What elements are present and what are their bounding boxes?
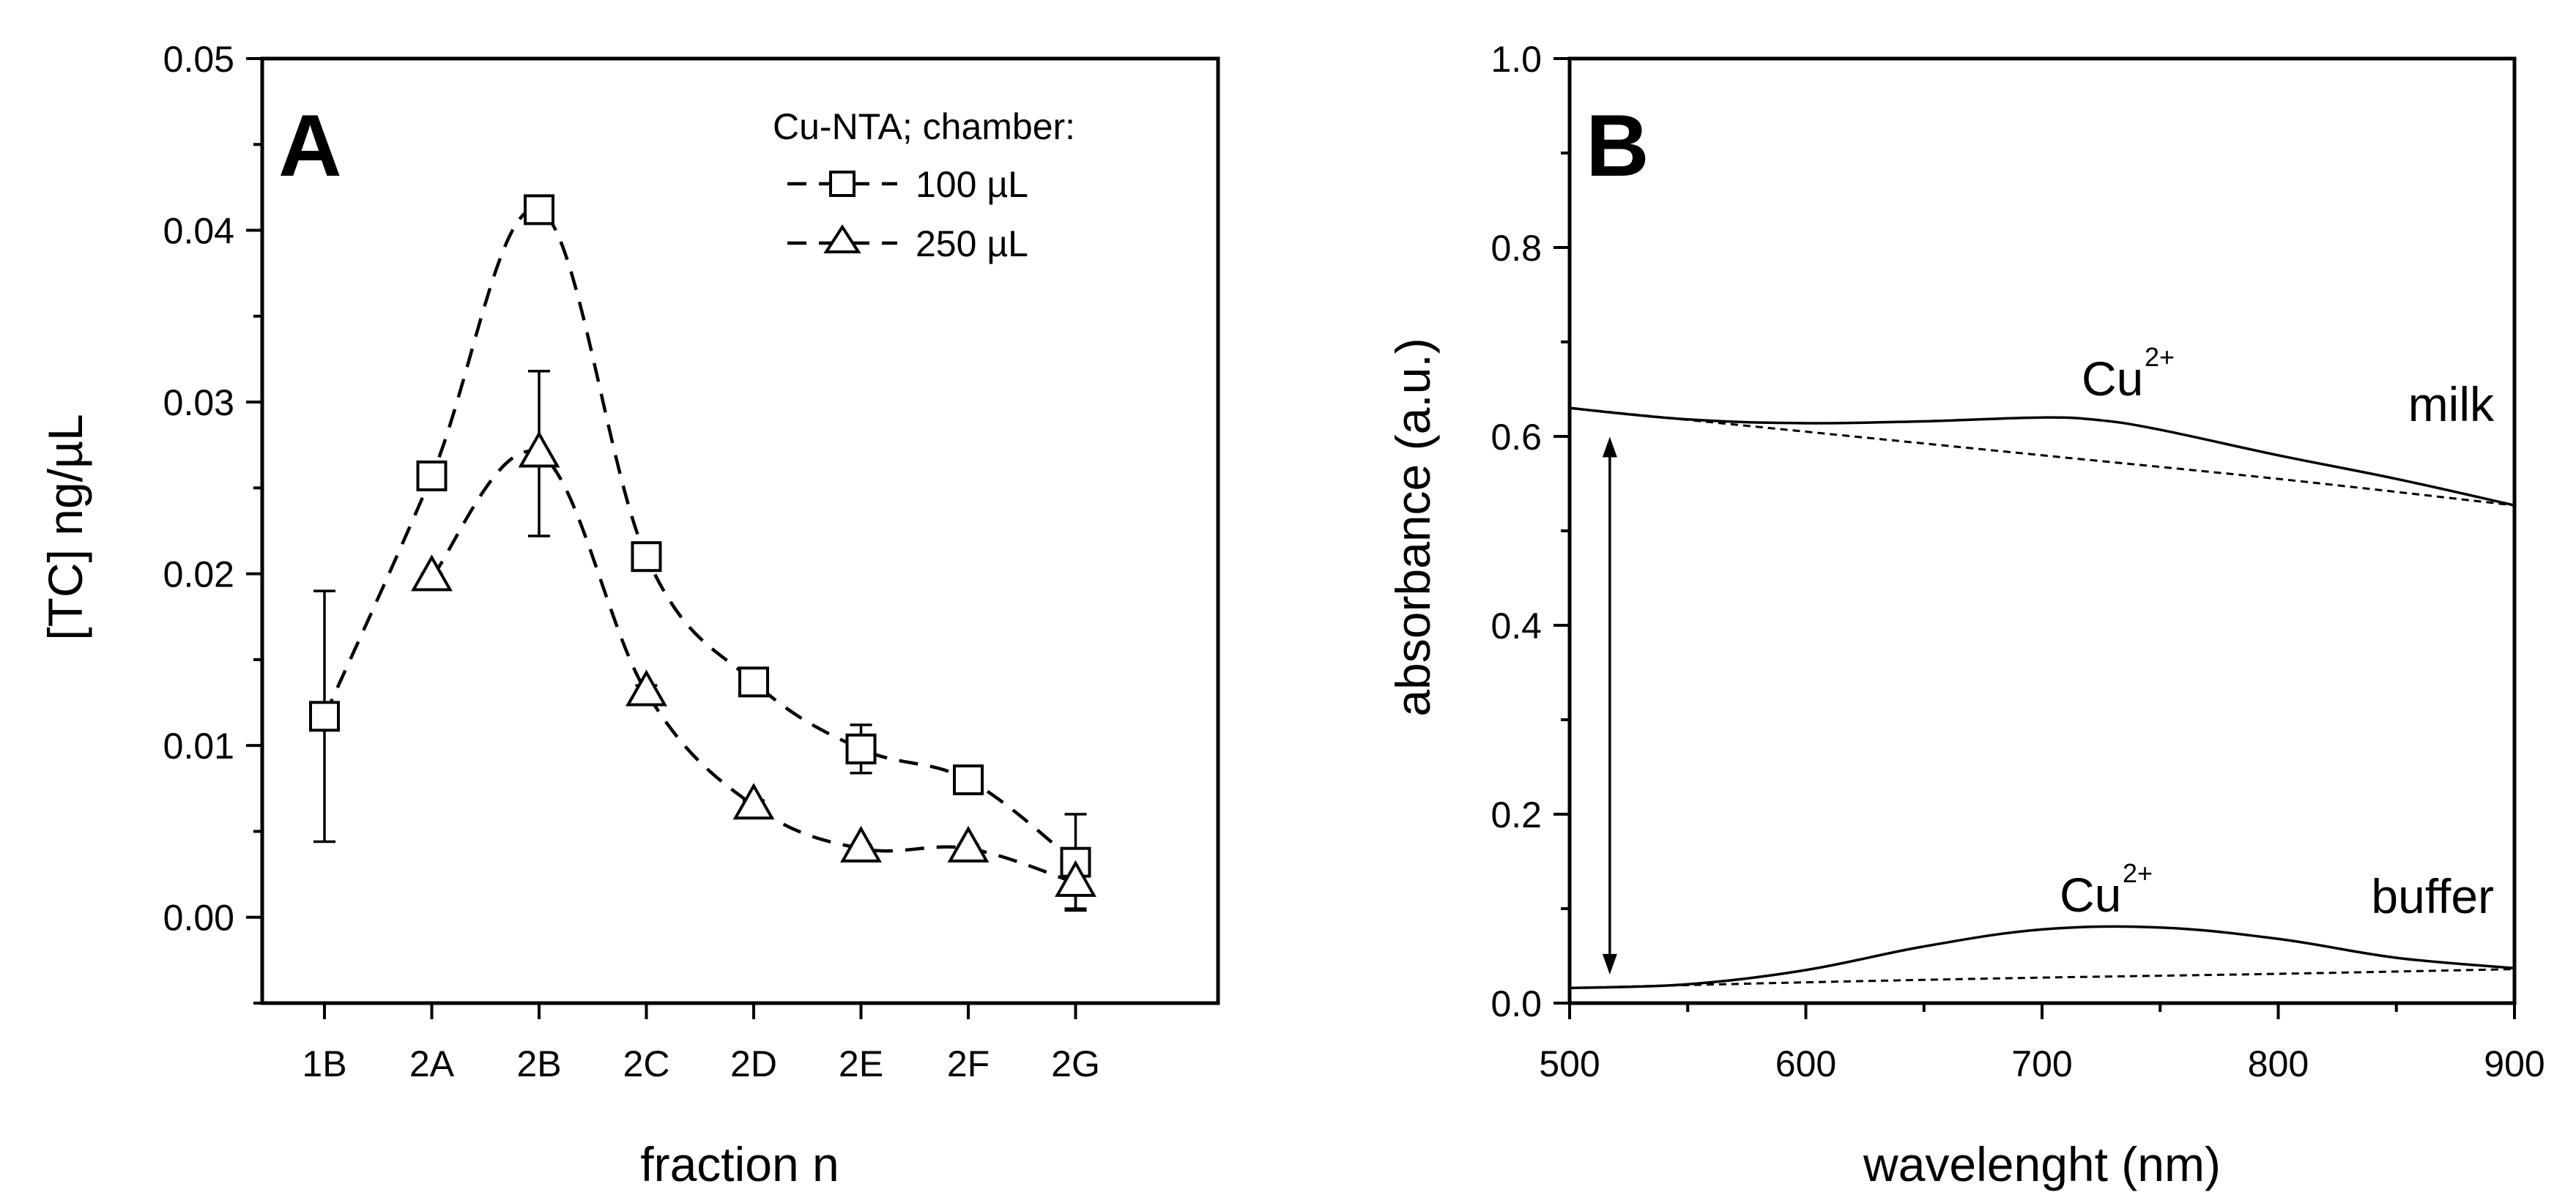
panel-b-x-tick-labels: 500 600 700 800 900 (1539, 1043, 2545, 1084)
data-point-square (631, 541, 662, 573)
b-line-milk-baseline (1569, 406, 2515, 507)
data-point-square (845, 733, 877, 764)
a-x-tick-label: 1B (302, 1043, 346, 1084)
label-cu-milk: Cu 2+ (2082, 342, 2175, 406)
cu-buffer-charge: 2+ (2123, 858, 2153, 888)
panel-b-x-axis-title: wavelenght (nm) (1863, 1137, 2221, 1191)
a-x-tick-label: 2A (409, 1043, 455, 1084)
data-point-square (309, 701, 340, 732)
b-y-tick-label: 0.0 (1491, 983, 1542, 1024)
a-x-tick-label: 2B (516, 1043, 561, 1084)
b-y-tick-label: 0.4 (1491, 606, 1542, 647)
data-point-square (416, 460, 448, 491)
a-x-tick-label: 2D (730, 1043, 777, 1084)
a-x-tick-label: 2C (623, 1043, 670, 1084)
b-y-tick-label: 0.2 (1491, 794, 1542, 835)
data-point-square (524, 194, 554, 226)
panel-b-ticks (1554, 57, 2516, 1019)
legend-title: Cu-NTA; chamber: (773, 106, 1075, 147)
panel-b-double-arrow (1602, 436, 1617, 975)
a-y-tick-label: 0.03 (163, 382, 234, 423)
panel-a-y-tick-labels: 0.00 0.01 0.02 0.03 0.04 0.05 (163, 39, 234, 939)
panel-b-series-lines (1569, 406, 2515, 990)
data-point-square (738, 666, 769, 698)
b-x-tick-label: 700 (2011, 1043, 2072, 1084)
cu-milk-charge: 2+ (2145, 342, 2175, 372)
panel-a-x-tick-labels: 1B 2A 2B 2C 2D 2E 2F 2G (302, 1043, 1099, 1084)
panel-a-error-bars (313, 199, 1087, 912)
panel-a-markers (309, 194, 1096, 897)
panel-a-frame (260, 56, 1220, 1005)
cu-buffer-base: Cu (2060, 868, 2121, 922)
data-point-triangle (411, 554, 453, 592)
b-y-tick-label: 0.8 (1491, 228, 1542, 269)
panel-b-y-axis-title: absorbance (a.u.) (1386, 338, 1440, 716)
legend-triangle-marker (823, 224, 861, 253)
panel-a-legend: Cu-NTA; chamber: 100 µL 250 µL (773, 106, 1075, 264)
b-line-buffer (1569, 925, 2515, 990)
arrow-head-up (1602, 436, 1617, 458)
panel-b-frame (1567, 56, 2517, 1005)
a-x-tick-label: 2E (839, 1043, 883, 1084)
data-point-triangle (840, 825, 882, 863)
panel-a-x-axis-title: fraction n (640, 1137, 839, 1191)
data-point-square (953, 764, 984, 796)
a-y-tick-label: 0.01 (163, 726, 234, 767)
b-line-milk (1569, 406, 2515, 507)
data-point-triangle (1055, 860, 1096, 897)
panel-a-ticks (246, 57, 1077, 1019)
b-x-tick-label: 500 (1539, 1043, 1600, 1084)
b-x-tick-label: 800 (2248, 1043, 2309, 1084)
label-buffer: buffer (2371, 869, 2494, 923)
a-y-tick-label: 0.05 (163, 39, 234, 80)
cu-milk-base: Cu (2082, 351, 2143, 406)
panel-b: 0.0 0.2 0.4 0.6 0.8 1.0 500 600 700 800 900 B mil… (1386, 39, 2545, 1191)
a-y-tick-label: 0.04 (163, 211, 234, 252)
b-x-tick-label: 600 (1775, 1043, 1836, 1084)
b-line-buffer-baseline (1569, 968, 2515, 989)
data-point-triangle (947, 825, 990, 863)
b-y-tick-label: 0.6 (1491, 417, 1542, 458)
a-x-tick-label: 2F (947, 1043, 990, 1084)
data-point-triangle (732, 783, 775, 820)
b-y-tick-label: 1.0 (1491, 39, 1542, 80)
a-series-line-100 (322, 207, 1077, 864)
panel-a-letter: A (278, 97, 342, 195)
arrow-head-down (1602, 953, 1617, 975)
panel-a: 0.00 0.01 0.02 0.03 0.04 0.05 1B 2A 2B 2C 2D 2E 2F 2… (38, 39, 1220, 1191)
legend-label-100: 100 µL (916, 164, 1028, 205)
label-milk: milk (2408, 377, 2495, 431)
panel-a-y-axis-title: [TC] ng/µL (38, 414, 92, 640)
panel-b-letter: B (1586, 97, 1649, 195)
a-y-tick-label: 0.00 (163, 898, 234, 939)
b-x-tick-label: 900 (2484, 1043, 2545, 1084)
legend-square-marker (829, 171, 855, 197)
legend-label-250: 250 µL (916, 223, 1028, 264)
a-x-tick-label: 2G (1051, 1043, 1100, 1084)
label-cu-buffer: Cu 2+ (2060, 858, 2153, 922)
data-point-triangle (518, 431, 560, 468)
data-point-triangle (626, 669, 667, 707)
a-y-tick-label: 0.02 (163, 554, 234, 595)
panel-b-y-tick-labels: 0.0 0.2 0.4 0.6 0.8 1.0 (1491, 39, 1542, 1024)
